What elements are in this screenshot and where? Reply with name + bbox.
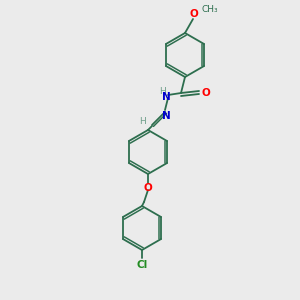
Text: N: N [162, 111, 170, 121]
Text: H: H [140, 118, 146, 127]
Text: Cl: Cl [136, 260, 148, 270]
Text: O: O [144, 183, 152, 193]
Text: H: H [160, 86, 167, 95]
Text: CH₃: CH₃ [202, 4, 219, 14]
Text: O: O [190, 9, 198, 19]
Text: N: N [162, 92, 170, 102]
Text: O: O [202, 88, 210, 98]
